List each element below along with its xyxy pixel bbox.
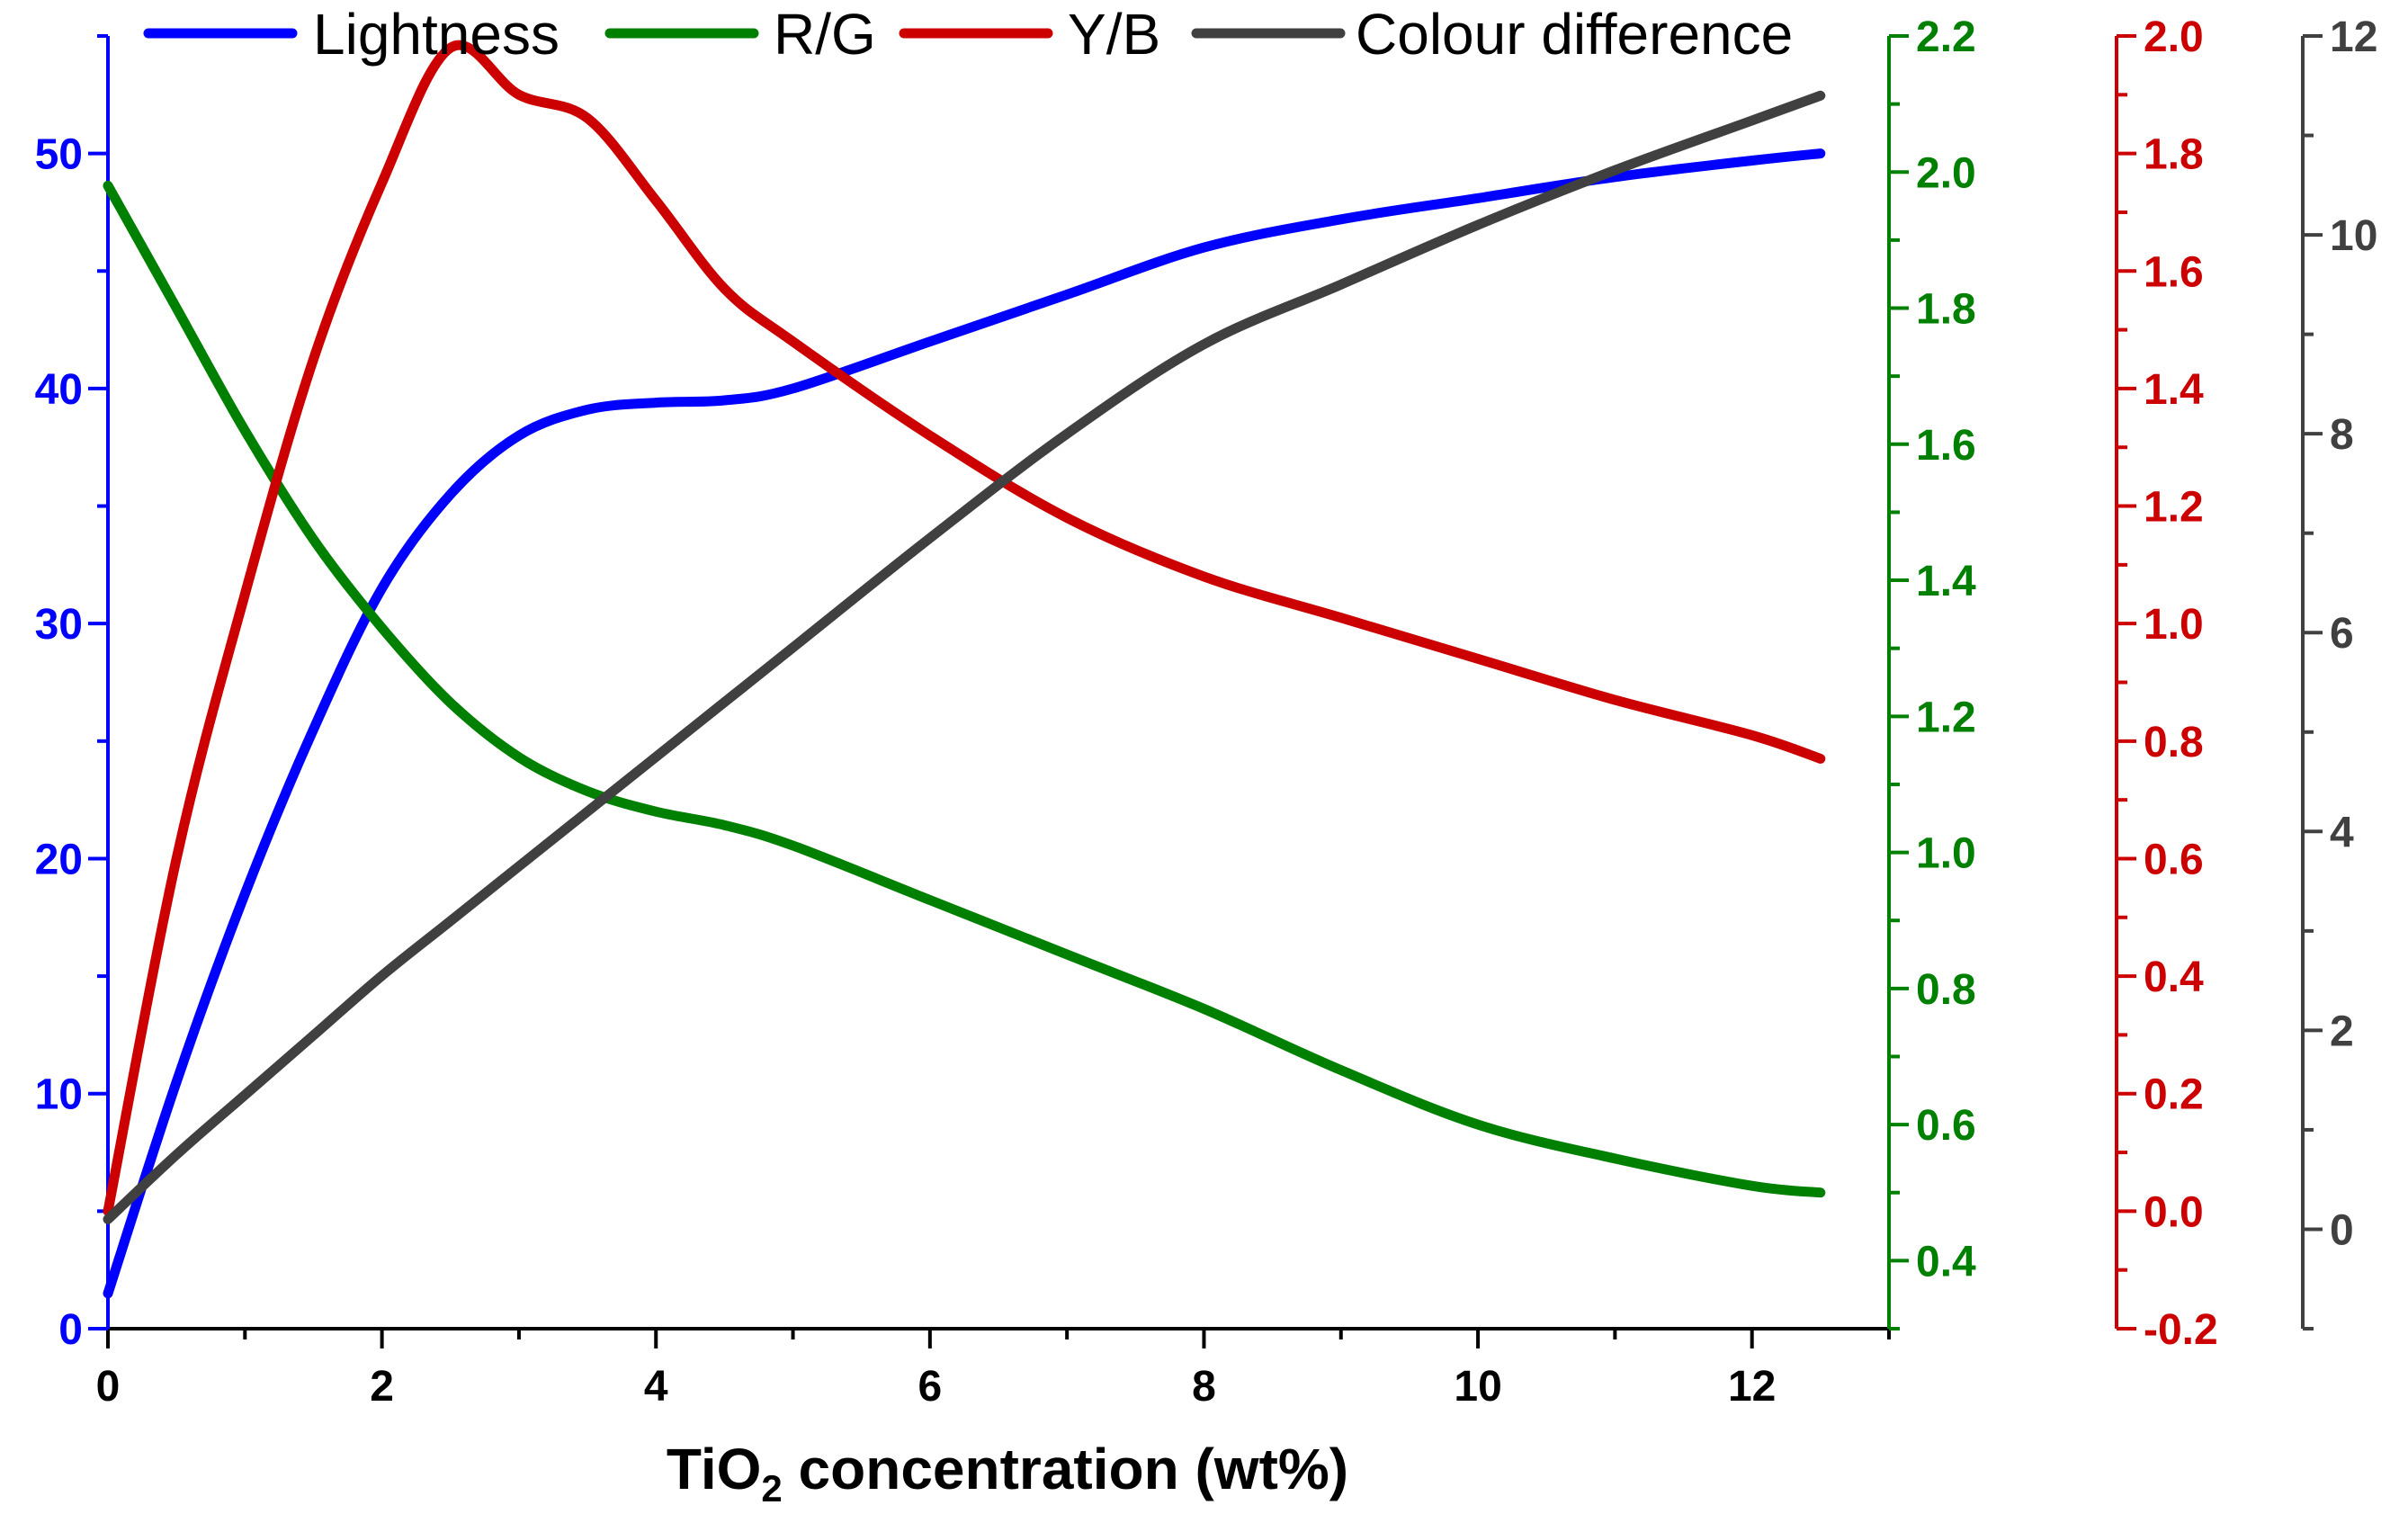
yb-tick-label: -0.2	[2144, 1306, 2218, 1354]
yb-tick-label: 0.6	[2144, 836, 2204, 883]
yb-tick-label: 0.2	[2144, 1071, 2204, 1119]
rg-tick-label: 0.4	[1916, 1238, 1976, 1286]
lightness-series-line	[103, 148, 1826, 1299]
rg-tick-label: 1.0	[1916, 830, 1976, 878]
x-tick-label: 12	[1728, 1363, 1776, 1411]
rg-tick-label: 1.6	[1916, 422, 1976, 470]
colour_difference-tick-label: 12	[2330, 13, 2377, 61]
x-axis-title-suffix: concentration (wt%)	[783, 1437, 1348, 1501]
yb-tick-label: 0.4	[2144, 954, 2204, 1001]
lightness-tick-label: 50	[35, 131, 83, 179]
colour_difference-series-line	[103, 90, 1826, 1224]
yb-tick-label: 0.0	[2144, 1188, 2204, 1236]
legend-label-yb: Y/B	[1068, 2, 1160, 67]
rg-tick-label: 0.6	[1916, 1102, 1976, 1150]
legend-label-lightness: Lightness	[313, 2, 559, 67]
yb-tick-label: 0.8	[2144, 719, 2204, 766]
lightness-tick-label: 20	[35, 836, 83, 883]
x-axis-title-subscript: 2	[761, 1467, 782, 1510]
colour_difference-tick-label: 10	[2330, 212, 2377, 260]
lightness-tick-label: 30	[35, 601, 83, 649]
rg-tick-label: 1.2	[1916, 694, 1976, 741]
lightness-tick-label: 40	[35, 366, 83, 414]
yb-tick-label: 1.8	[2144, 131, 2204, 179]
colour_difference-tick-label: 0	[2330, 1206, 2354, 1254]
rg-tick-label: 2.2	[1916, 13, 1976, 61]
rg-tick-label: 1.8	[1916, 286, 1976, 334]
x-tick-label: 6	[918, 1363, 942, 1411]
yb-tick-label: 1.0	[2144, 601, 2204, 649]
yb-tick-label: 1.6	[2144, 248, 2204, 296]
x-tick-label: 2	[370, 1363, 394, 1411]
legend-label-rg: R/G	[774, 2, 876, 67]
legend-label-colour_difference: Colour difference	[1356, 2, 1793, 67]
colour_difference-tick-label: 2	[2330, 1008, 2354, 1055]
rg-tick-label: 1.4	[1916, 558, 1976, 605]
x-axis-title: TiO2 concentration (wt%)	[667, 1437, 1348, 1510]
yb-tick-label: 1.2	[2144, 484, 2204, 532]
yb-series-line	[103, 40, 1826, 1216]
axes-layer: 0 2 4 6 8 10 12010203040500.40.60.81.01.21.41.…	[35, 13, 2378, 1411]
colour_difference-tick-label: 6	[2330, 610, 2354, 658]
colour_difference-tick-label: 8	[2330, 411, 2354, 459]
yb-tick-label: 2.0	[2144, 13, 2204, 61]
rg-tick-label: 2.0	[1916, 149, 1976, 197]
rg-series-line	[103, 180, 1826, 1198]
x-tick-label: 4	[644, 1363, 668, 1411]
x-tick-label: 10	[1454, 1363, 1501, 1411]
x-axis-title-prefix: TiO	[667, 1437, 762, 1501]
rg-tick-label: 0.8	[1916, 966, 1976, 1014]
legend: Lightness R/G Y/B Colour difference	[143, 2, 1793, 67]
colour_difference-tick-label: 4	[2330, 809, 2354, 856]
x-tick-label: 8	[1192, 1363, 1216, 1411]
x-tick-label: 0	[96, 1363, 121, 1411]
lightness-tick-label: 0	[58, 1306, 83, 1354]
series-layer	[103, 40, 1826, 1299]
lightness-tick-label: 10	[35, 1071, 83, 1119]
yb-tick-label: 1.4	[2144, 366, 2204, 414]
